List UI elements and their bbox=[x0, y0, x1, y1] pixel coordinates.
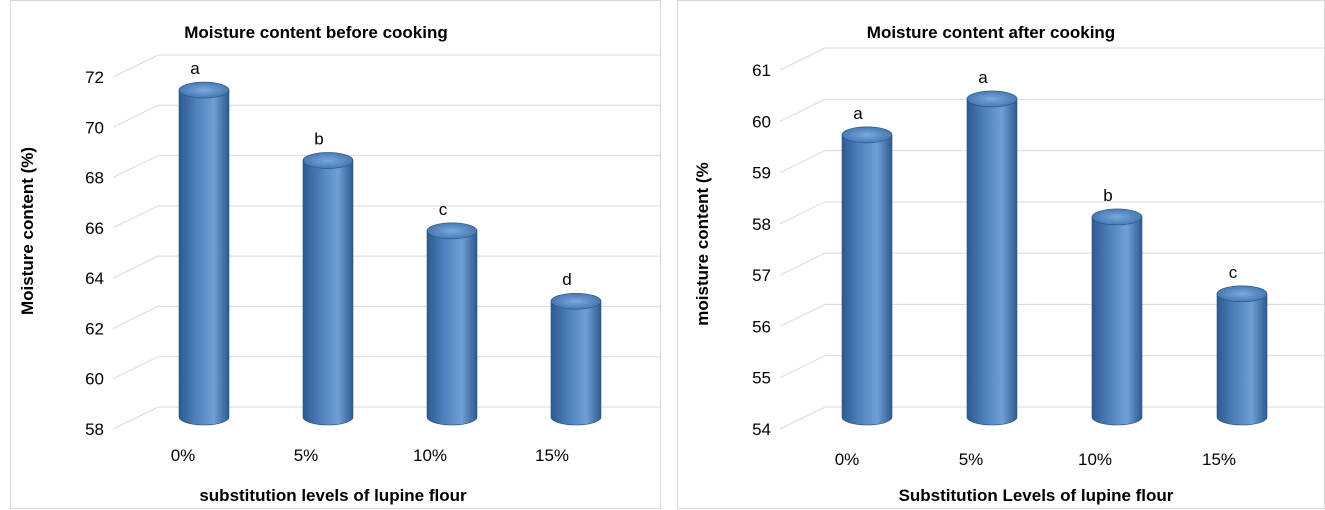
gridline bbox=[779, 98, 1324, 122]
gridlines bbox=[112, 54, 660, 430]
gridline bbox=[779, 252, 1324, 276]
bar: c bbox=[1216, 263, 1268, 426]
data-label: b bbox=[314, 129, 323, 148]
gridline bbox=[779, 150, 1324, 174]
bar-body bbox=[1091, 216, 1143, 426]
y-tick-label: 55 bbox=[752, 369, 771, 388]
x-ticks: 0% 5% 10% 15% bbox=[171, 446, 569, 465]
bar-body bbox=[302, 160, 354, 426]
gridline bbox=[779, 406, 1324, 430]
bar-body bbox=[426, 230, 478, 426]
y-tick-label: 58 bbox=[752, 215, 771, 234]
x-tick-label: 10% bbox=[413, 446, 447, 465]
y-tick-label: 60 bbox=[752, 112, 771, 131]
bar-top bbox=[550, 292, 602, 310]
bars: a b c d bbox=[178, 59, 602, 426]
data-label: a bbox=[853, 104, 863, 123]
chart-title: Moisture content before cooking bbox=[184, 23, 448, 42]
y-tick-label: 64 bbox=[85, 269, 104, 288]
bar-top bbox=[1091, 208, 1143, 226]
y-ticks: 58 60 62 64 66 68 70 72 bbox=[85, 68, 104, 439]
gridline bbox=[112, 406, 660, 430]
gridline bbox=[112, 205, 660, 229]
y-tick-label: 61 bbox=[752, 61, 771, 80]
data-label: a bbox=[190, 59, 200, 78]
bar: b bbox=[1091, 186, 1143, 426]
y-ticks: 54 55 56 57 58 59 60 61 bbox=[752, 61, 771, 439]
x-axis-label: substitution levels of lupine flour bbox=[199, 486, 467, 505]
y-axis-label: moisture content (% bbox=[693, 162, 712, 325]
y-tick-label: 72 bbox=[85, 68, 104, 87]
bar: c bbox=[426, 200, 478, 426]
data-label: c bbox=[439, 200, 448, 219]
gridline bbox=[779, 47, 1324, 71]
bar-top bbox=[178, 81, 230, 99]
bar-top bbox=[1216, 285, 1268, 303]
gridline bbox=[112, 255, 660, 279]
y-axis-label: Moisture content (%) bbox=[18, 147, 37, 315]
data-label: c bbox=[1229, 263, 1238, 282]
y-tick-label: 57 bbox=[752, 266, 771, 285]
y-tick-label: 68 bbox=[85, 169, 104, 188]
bar-top bbox=[841, 126, 893, 144]
gridline bbox=[112, 305, 660, 329]
y-tick-label: 56 bbox=[752, 317, 771, 336]
data-label: d bbox=[562, 270, 571, 289]
gridline bbox=[112, 54, 660, 78]
bar-body bbox=[550, 300, 602, 426]
gridline bbox=[112, 104, 660, 128]
bar: d bbox=[550, 270, 602, 426]
y-tick-label: 62 bbox=[85, 319, 104, 338]
gridlines bbox=[779, 47, 1324, 430]
x-tick-label: 0% bbox=[835, 450, 860, 469]
gridline bbox=[112, 155, 660, 179]
chart-before-cooking: Moisture content before cooking Moisture… bbox=[18, 23, 660, 505]
x-tick-label: 10% bbox=[1078, 450, 1112, 469]
bar: a bbox=[966, 68, 1018, 426]
bar-body bbox=[178, 89, 230, 426]
bar-body bbox=[966, 98, 1018, 426]
x-tick-label: 0% bbox=[171, 446, 196, 465]
x-tick-label: 15% bbox=[1202, 450, 1236, 469]
bar: a bbox=[178, 59, 230, 426]
bars: a a b c bbox=[841, 68, 1268, 426]
x-tick-label: 5% bbox=[294, 446, 319, 465]
x-tick-label: 15% bbox=[535, 446, 569, 465]
data-label: a bbox=[978, 68, 988, 87]
chart-panel-after-cooking: Moisture content after cooking moisture … bbox=[677, 0, 1325, 509]
y-tick-label: 58 bbox=[85, 420, 104, 439]
bar-body bbox=[841, 134, 893, 426]
gridline bbox=[779, 303, 1324, 327]
bar-top bbox=[966, 90, 1018, 108]
y-tick-label: 59 bbox=[752, 164, 771, 183]
gridline bbox=[779, 201, 1324, 225]
chart-title: Moisture content after cooking bbox=[867, 23, 1115, 42]
x-tick-label: 5% bbox=[959, 450, 984, 469]
gridline bbox=[779, 355, 1324, 379]
bar-top bbox=[426, 222, 478, 240]
bar-top bbox=[302, 152, 354, 169]
bar: a bbox=[841, 104, 893, 426]
y-tick-label: 54 bbox=[752, 420, 771, 439]
y-tick-label: 70 bbox=[85, 118, 104, 137]
data-label: b bbox=[1103, 186, 1112, 205]
y-tick-label: 66 bbox=[85, 219, 104, 238]
x-ticks: 0% 5% 10% 15% bbox=[835, 450, 1236, 469]
x-axis-label: Substitution Levels of lupine flour bbox=[899, 486, 1174, 505]
chart-panel-before-cooking: Moisture content before cooking Moisture… bbox=[10, 0, 661, 509]
bar: b bbox=[302, 129, 354, 426]
chart-after-cooking: Moisture content after cooking moisture … bbox=[693, 23, 1324, 505]
gridline bbox=[112, 356, 660, 380]
bar-body bbox=[1216, 293, 1268, 426]
y-tick-label: 60 bbox=[85, 370, 104, 389]
